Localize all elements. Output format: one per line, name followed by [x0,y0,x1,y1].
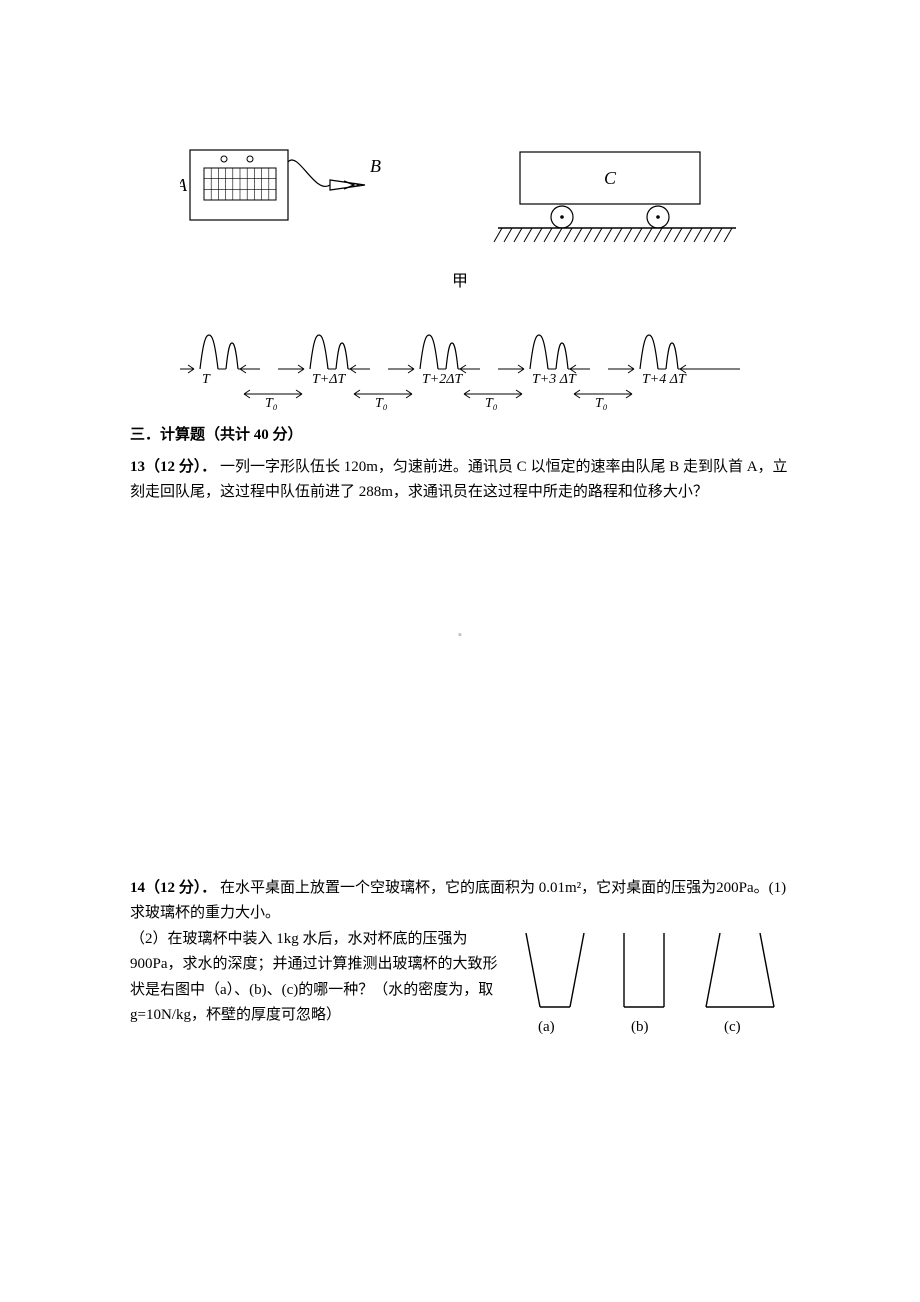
q14-line2: （2）在玻璃杯中装入 1kg 水后，水对杯底的压强为 900Pa，求水的深度；并… [130,927,510,1029]
q14-line1: 在水平桌面上放置一个空玻璃杯，它的底面积为 0.01m²，它对桌面的压强为200… [130,880,786,922]
svg-text:T+ΔT: T+ΔT [312,372,346,387]
svg-text:(a): (a) [538,1019,555,1035]
svg-text:T+3 ΔT: T+3 ΔT [532,372,577,387]
figure-2: T T₀ T+ΔT T₀ T+2ΔT T₀ T+3 ΔT T₀ T+4 ΔT [130,313,790,413]
question-14: 14（12 分）． 在水平桌面上放置一个空玻璃杯，它的底面积为 0.01m²，它… [130,876,790,1047]
question-13: 13（12 分）． 一列一字形队伍长 120m，匀速前进。通讯员 C 以恒定的速… [130,455,790,506]
fig1-svg: A B C [180,140,740,260]
svg-text:T+2ΔT: T+2ΔT [422,372,463,387]
q13-text: 一列一字形队伍长 120m，匀速前进。通讯员 C 以恒定的速率由队尾 B 走到队… [130,459,788,501]
section-3-heading: 三．计算题（共计 40 分） [130,423,790,449]
svg-text:T₀: T₀ [485,396,498,411]
svg-text:T₀: T₀ [595,396,608,411]
svg-text:T+4 ΔT: T+4 ΔT [642,372,687,387]
svg-text:T: T [202,372,211,387]
page-marker: ▪ [458,626,462,645]
svg-text:B: B [370,156,381,176]
svg-text:T₀: T₀ [265,396,278,411]
svg-text:(c): (c) [724,1019,741,1035]
svg-text:(b): (b) [631,1019,649,1035]
svg-text:C: C [604,168,617,188]
fig1-caption: 甲 [130,268,790,295]
q14-number: 14（12 分）． [130,880,216,896]
svg-text:T₀: T₀ [375,396,388,411]
figure-1: A B C [130,140,790,260]
q13-number: 13（12 分）． [130,459,216,475]
fig2-svg: T T₀ T+ΔT T₀ T+2ΔT T₀ T+3 ΔT T₀ T+4 ΔT [180,313,740,413]
fig3-svg: (a) (b) (c) [520,927,790,1047]
svg-text:A: A [180,175,188,195]
